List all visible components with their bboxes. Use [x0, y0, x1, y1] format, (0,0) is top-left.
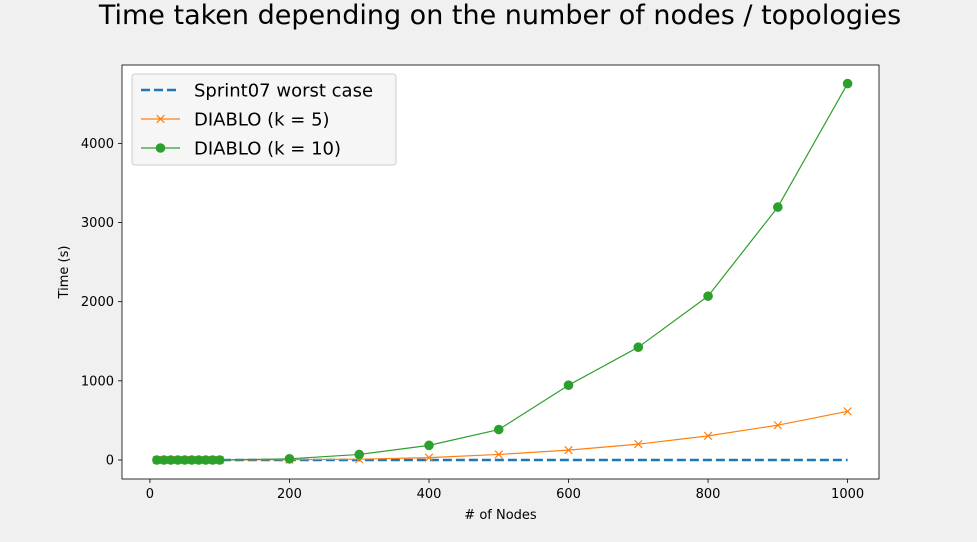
data-point-diablo-k-5 [424, 453, 434, 462]
axes: 0 200 400 600 800 1000 0 1000 2000 3000 4000 [81, 137, 864, 502]
y-axis-label: Time (s) [57, 246, 72, 300]
legend-label: DIABLO (k = 10) [194, 139, 341, 160]
legend-item-sprint07-worst-case: Sprint07 worst case [141, 81, 373, 102]
y-tick-label: 2000 [81, 295, 114, 310]
plot-frame [121, 64, 880, 480]
legend-item-diablo-k-5: DIABLO (k = 5) [141, 110, 330, 131]
legend-marker [156, 114, 165, 124]
data-point-diablo-k-5 [634, 439, 643, 449]
chart-legend: Sprint07 worst case DIABLO (k = 5) DIABLO … [131, 73, 397, 166]
x-tick-label: 1000 [831, 487, 864, 502]
data-point-diablo-k-5 [494, 450, 503, 459]
data-point-diablo-k-5 [564, 445, 573, 455]
data-point-diablo-k-10 [354, 449, 365, 460]
x-tick-label: 200 [277, 487, 302, 502]
y-tick-label: 1000 [81, 374, 114, 389]
data-point-diablo-k-10 [703, 291, 713, 301]
legend-label: Sprint07 worst case [194, 81, 373, 102]
legend-marker [155, 143, 166, 153]
chart-title: Time taken depending on the number of no… [98, 0, 901, 31]
x-tick-label: 800 [696, 487, 721, 502]
data-point-diablo-k-5 [703, 431, 713, 441]
data-series [152, 78, 853, 465]
x-tick-label: 0 [146, 487, 154, 502]
data-point-diablo-k-10 [284, 454, 295, 464]
data-point-diablo-k-5 [773, 420, 783, 430]
data-point-diablo-k-10 [563, 380, 574, 390]
legend-box [131, 73, 397, 166]
y-tick-label: 4000 [81, 137, 114, 152]
data-point-diablo-k-10 [493, 424, 504, 435]
y-tick-label: 3000 [81, 216, 114, 231]
x-axis-label: # of Nodes [464, 508, 537, 523]
legend-label: DIABLO (k = 5) [194, 110, 330, 131]
data-point-diablo-k-10 [842, 78, 853, 89]
x-tick-label: 600 [556, 487, 581, 502]
x-tick-label: 400 [417, 487, 442, 502]
data-point-diablo-k-10 [424, 440, 434, 451]
legend-item-diablo-k-10: DIABLO (k = 10) [141, 139, 341, 160]
series-diablo-k-10 [152, 78, 853, 465]
data-point-diablo-k-10 [773, 202, 783, 212]
data-point-diablo-k-5 [843, 407, 852, 416]
data-point-diablo-k-10 [214, 455, 225, 465]
y-tick-label: 0 [106, 454, 114, 469]
data-point-diablo-k-10 [633, 342, 644, 353]
